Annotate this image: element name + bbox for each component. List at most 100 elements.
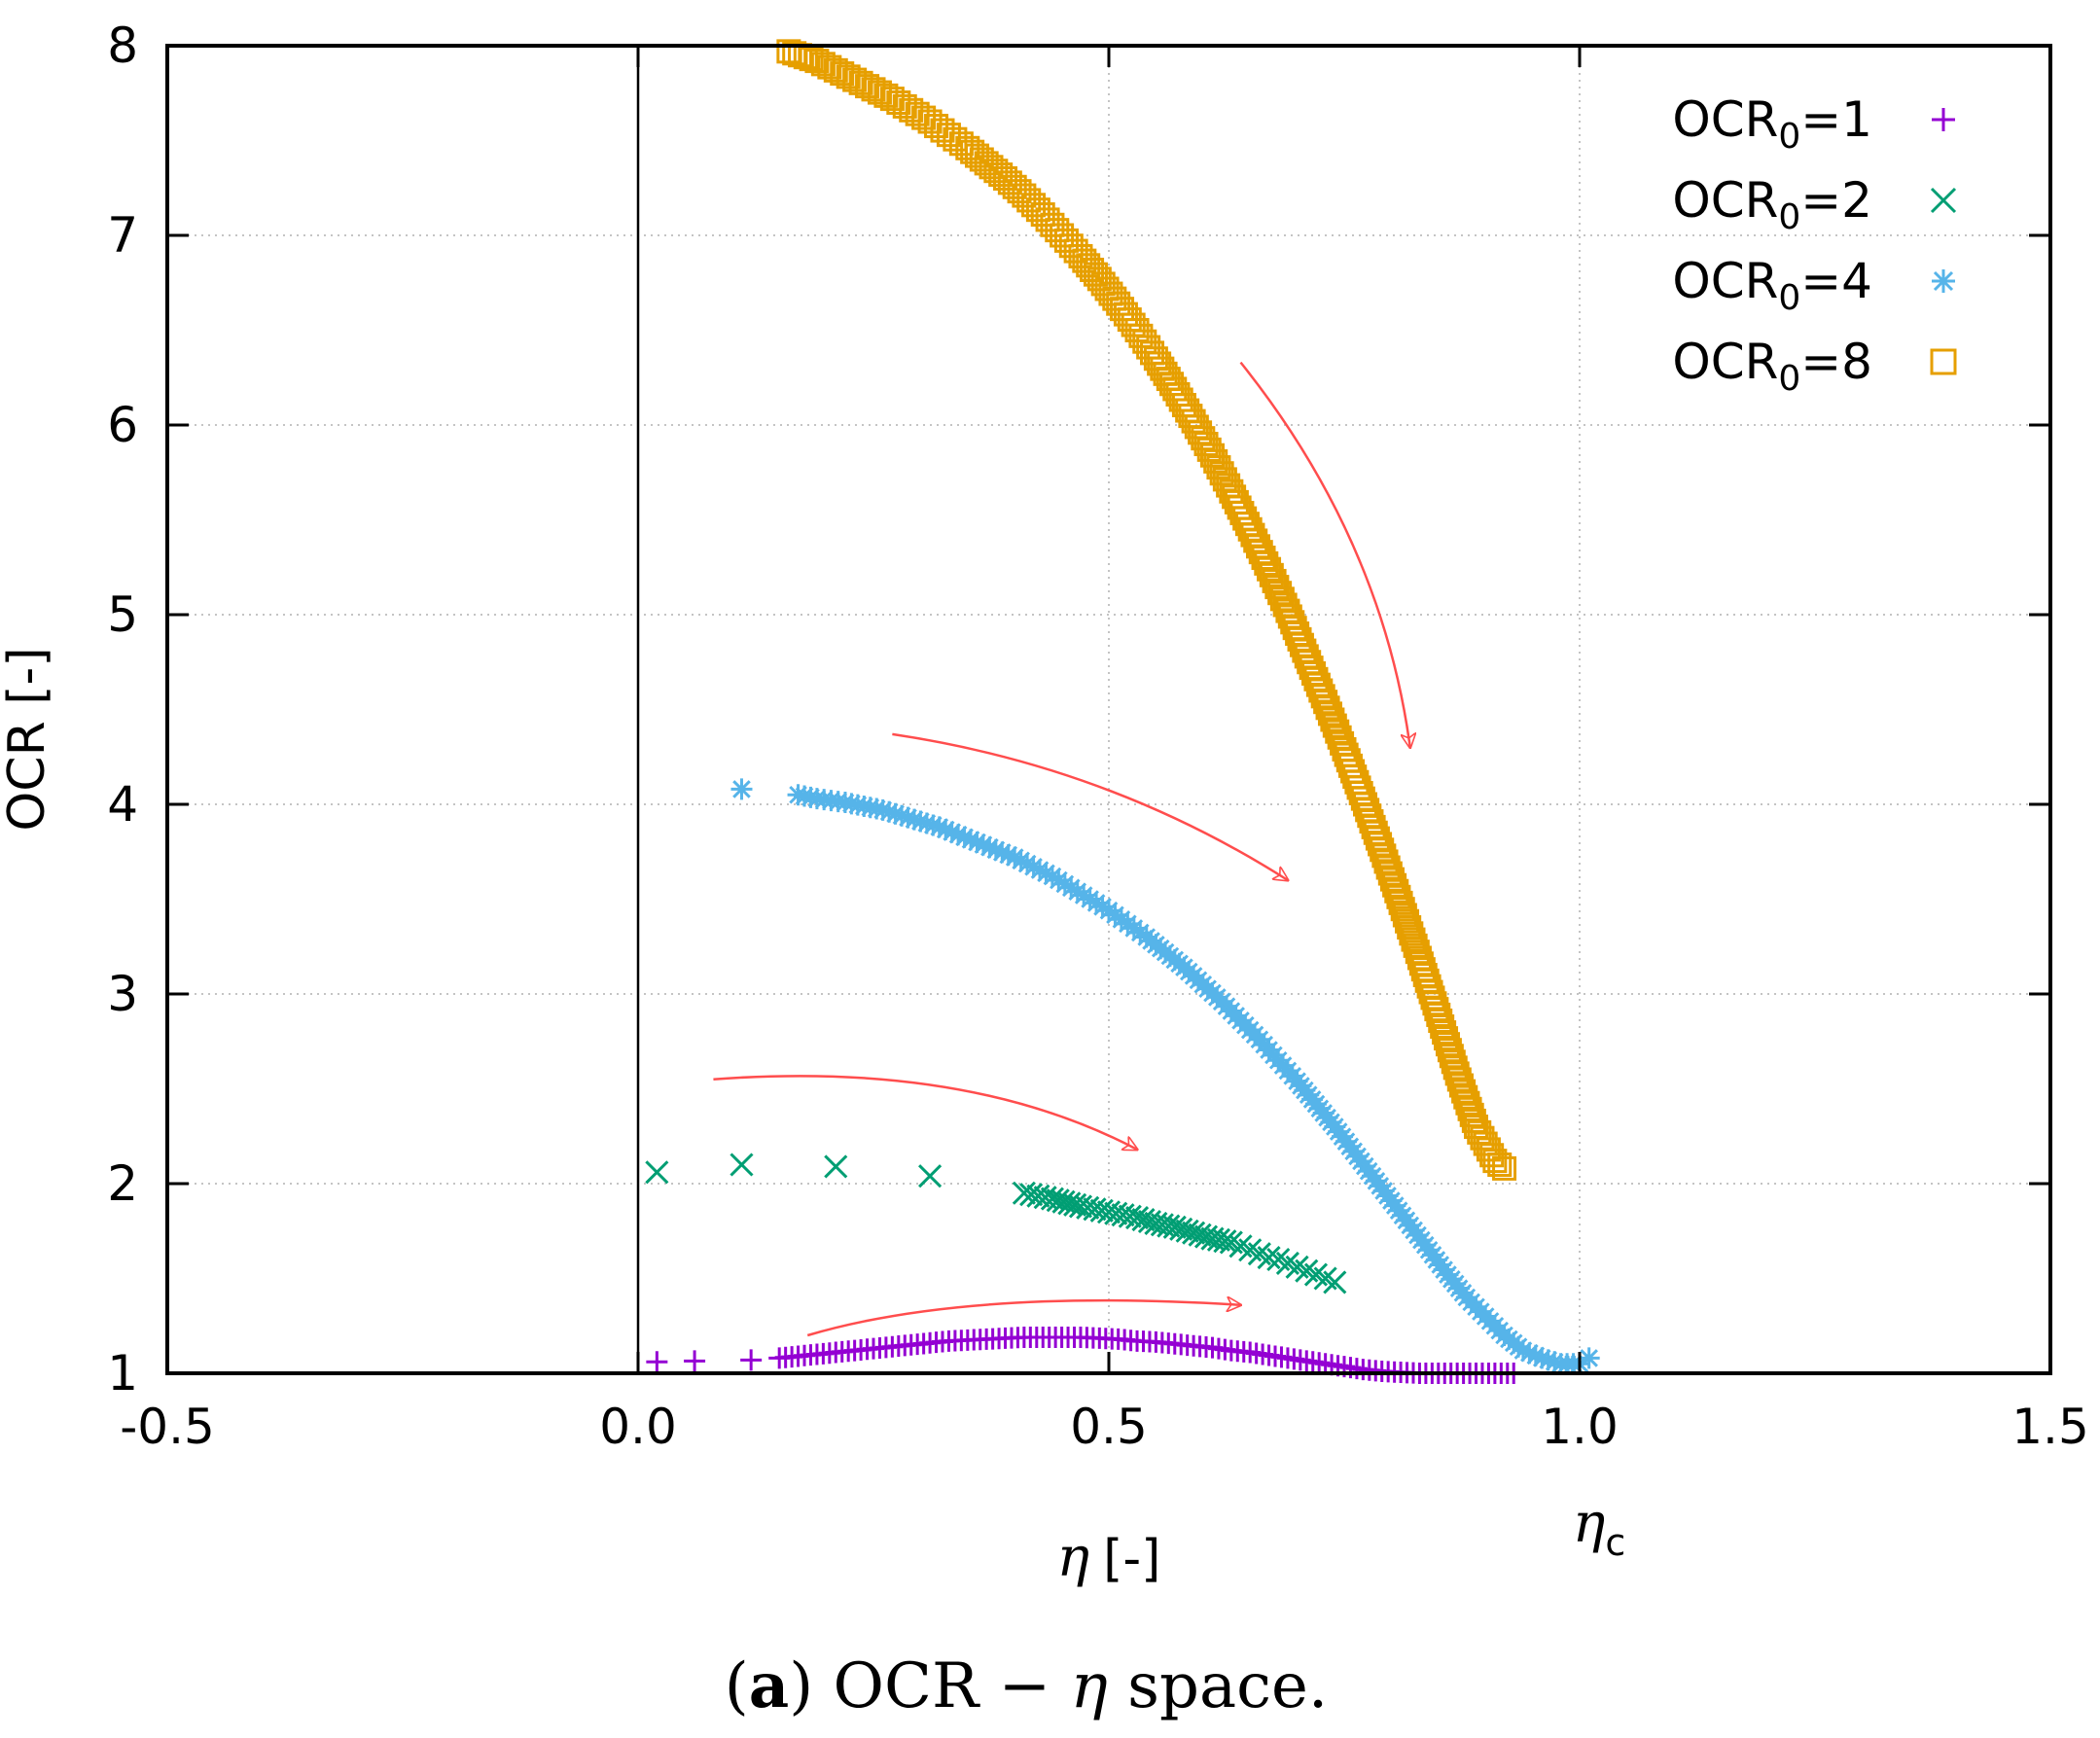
data-point (1076, 1195, 1100, 1220)
data-point (1073, 884, 1095, 906)
data-point (1012, 1181, 1036, 1205)
data-point (1111, 1203, 1135, 1227)
data-point (960, 829, 982, 851)
data-point (915, 812, 938, 834)
series-4 (776, 39, 1517, 1181)
series-2 (645, 1153, 1347, 1295)
data-point (1399, 921, 1424, 946)
legend-marker (1930, 187, 1957, 214)
data-point (966, 832, 988, 853)
data-point (878, 800, 901, 823)
data-point (1392, 903, 1417, 928)
y-tick-label: 8 (107, 18, 138, 74)
data-point (1390, 897, 1415, 922)
legend-label: OCR0=2 (1672, 172, 1872, 237)
data-point (1089, 1198, 1114, 1223)
data-point (1096, 1200, 1121, 1224)
data-point (1010, 849, 1032, 871)
data-point (1026, 1184, 1050, 1208)
eta-c-subscript: c (1605, 1521, 1625, 1564)
data-point (1118, 1204, 1142, 1228)
figure-caption: (a) OCR − η space. (725, 1649, 1328, 1722)
data-point (1091, 896, 1114, 918)
data-point (1035, 862, 1057, 884)
data-point (1401, 927, 1426, 952)
data-point (1169, 1217, 1193, 1241)
caption-open: ( (725, 1650, 749, 1722)
x-tick-label: 1.0 (1541, 1399, 1619, 1455)
data-point (911, 105, 937, 130)
legend-item: OCR0=2 (1672, 172, 1957, 237)
data-point (903, 808, 925, 831)
data-point (1531, 1347, 1553, 1369)
caption-label: a (749, 1649, 789, 1722)
legend-marker (1932, 108, 1955, 131)
y-tick-label: 1 (107, 1345, 138, 1401)
legend-item: OCR0=8 (1672, 334, 1957, 399)
data-point (1004, 846, 1026, 869)
data-point (646, 1351, 668, 1373)
data-point (1041, 866, 1063, 888)
x-tick-label: 0.0 (599, 1399, 677, 1455)
data-point (872, 798, 894, 821)
y-tick-label: 5 (107, 586, 138, 643)
data-point (1053, 872, 1076, 895)
legend-marker (1930, 348, 1957, 375)
data-point (1537, 1349, 1559, 1371)
x-tick-label: 0.5 (1070, 1399, 1148, 1455)
legend-label: OCR0=4 (1672, 253, 1872, 318)
grid (167, 46, 2050, 1373)
data-point (1403, 933, 1428, 958)
data-point (1079, 888, 1101, 910)
data-point (1213, 1229, 1237, 1254)
data-point (997, 844, 1019, 866)
data-point (1257, 1245, 1281, 1270)
series-group (645, 39, 1600, 1384)
data-point (918, 1164, 943, 1188)
data-point (1524, 1344, 1547, 1366)
data-point (1182, 1221, 1206, 1245)
data-point (1323, 1270, 1347, 1295)
data-point (1019, 1183, 1044, 1207)
eta-c-annotation: ηc (1573, 1492, 1625, 1564)
x-axis-label: η [-] (1057, 1526, 1161, 1589)
data-point (1104, 1201, 1128, 1225)
legend-marker (1932, 269, 1955, 293)
data-point (1578, 1347, 1600, 1369)
x-tick-label: -0.5 (120, 1399, 215, 1455)
data-point (1492, 1155, 1517, 1181)
data-point (991, 841, 1014, 864)
data-point (1162, 1215, 1187, 1239)
data-point (1048, 869, 1070, 891)
x-axis-symbol: η (1057, 1526, 1090, 1589)
data-point (1175, 1219, 1199, 1243)
data-point (1131, 1207, 1156, 1232)
y-tick-label: 7 (107, 207, 138, 264)
data-point (730, 778, 753, 800)
data-point (922, 814, 944, 836)
data-point (943, 126, 968, 152)
legend-label: OCR0=8 (1672, 334, 1872, 399)
legend-item: OCR0=1 (1672, 91, 1955, 157)
data-point (924, 114, 949, 139)
y-axis-label: OCR [-] (0, 647, 56, 831)
series-3 (730, 778, 1600, 1375)
y-tick-label: 3 (107, 966, 138, 1022)
data-point (1086, 892, 1108, 914)
data-point (1395, 908, 1420, 934)
trend-arrow (806, 1300, 1240, 1337)
data-point (917, 109, 943, 134)
data-point (984, 838, 1007, 861)
data-point (645, 1160, 669, 1185)
data-point (1124, 1206, 1150, 1230)
eta-c-symbol: η (1573, 1492, 1606, 1555)
data-point (909, 810, 932, 833)
trend-arrow (713, 1075, 1137, 1150)
x-axis-unit: [-] (1103, 1530, 1160, 1588)
y-tick-label: 2 (107, 1155, 138, 1212)
data-point (1060, 876, 1083, 899)
caption-text: ) OCR − (789, 1650, 1070, 1722)
data-point (947, 824, 970, 846)
data-point (1188, 1223, 1212, 1247)
data-point (936, 123, 961, 148)
